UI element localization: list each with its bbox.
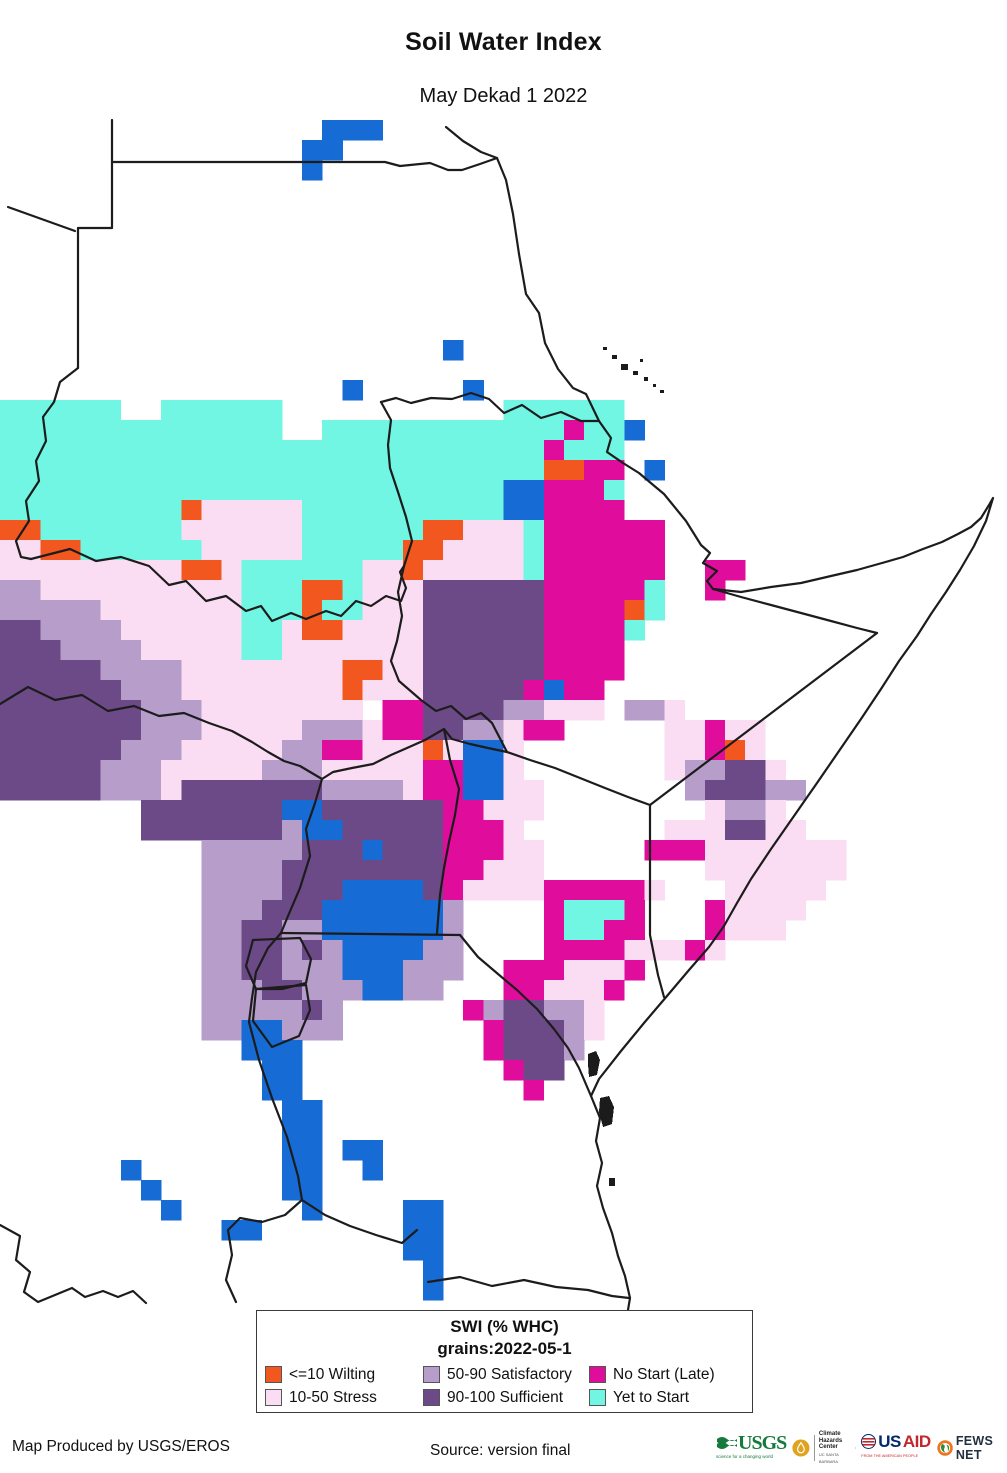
usaid-logo: US AID FROM THE AMERICAN PEOPLE [861,1431,931,1458]
legend-title: SWI (% WHC) [450,1317,559,1336]
legend-swatch-satisfactory [423,1366,440,1383]
source-text: Source: version final [430,1442,571,1459]
legend-item-sufficient: 90-100 Sufficient [423,1386,572,1409]
usaid-shield-icon [861,1434,877,1449]
legend-item-yet-to-start: Yet to Start [589,1386,715,1409]
country-borders-layer [0,118,995,1312]
legend-label: 50-90 Satisfactory [447,1365,572,1383]
legend-label: No Start (Late) [613,1365,715,1383]
legend-item-stress: 10-50 Stress [265,1386,377,1409]
legend-item-wilting: <=10 Wilting [265,1363,377,1386]
page-subtitle: May Dekad 1 2022 [419,85,588,107]
partner-logos: USGS science for a changing world Climat… [716,1428,1001,1468]
legend-label: 90-100 Sufficient [447,1388,564,1406]
legend-swatch-no-start [589,1366,606,1383]
legend-subtitle: grains:2022-05-1 [437,1339,572,1358]
fews-globe-icon [937,1440,953,1456]
page-title: Soil Water Index [405,28,602,56]
legend-label: Yet to Start [613,1388,690,1406]
usgs-logo: USGS science for a changing world [716,1431,787,1459]
climate-hazards-center-logo: Climate Hazards Center UC SANTA BARBARA [792,1431,848,1465]
swi-raster-layer [0,120,847,1301]
legend-swatch-stress [265,1389,282,1406]
legend-swatch-wilting [265,1366,282,1383]
fewsnet-logo: FEWS NET [937,1434,1001,1462]
legend-box: SWI (% WHC) grains:2022-05-1 <=10 Wiltin… [256,1310,753,1413]
legend-swatch-yet-to-start [589,1389,606,1406]
produced-by-text: Map Produced by USGS/EROS [12,1438,230,1455]
chc-drop-icon [792,1439,810,1457]
islands-layer [588,347,664,1186]
legend-item-no-start: No Start (Late) [589,1363,715,1386]
legend-swatch-sufficient [423,1389,440,1406]
usgs-wave-icon [717,1436,737,1449]
legend-item-satisfactory: 50-90 Satisfactory [423,1363,572,1386]
noaa-logo [854,1447,856,1449]
legend-label: <=10 Wilting [289,1365,376,1383]
legend-label: 10-50 Stress [289,1388,377,1406]
